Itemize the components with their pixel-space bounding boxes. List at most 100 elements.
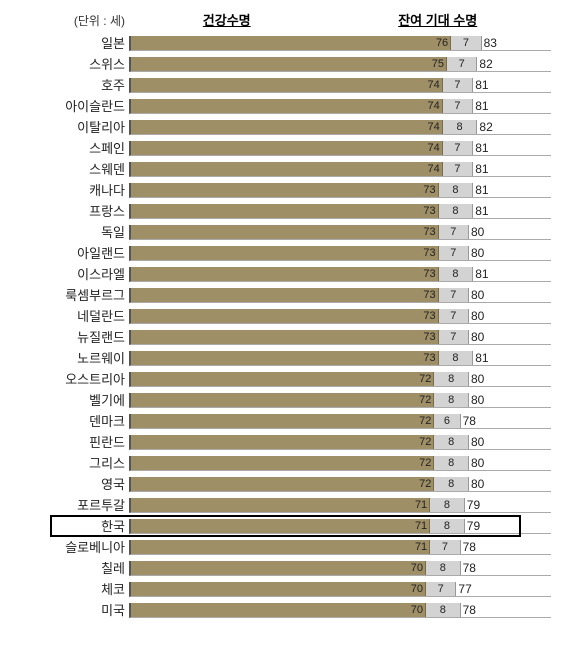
chart-row: 체코70777 (10, 579, 551, 599)
bar-remaining-life: 7 (443, 99, 473, 113)
value-remaining-life: 7 (438, 582, 444, 596)
country-label: 룩셈부르그 (10, 289, 129, 302)
country-label: 이탈리아 (10, 121, 129, 134)
value-remaining-life: 8 (452, 183, 458, 197)
bar-group: 72880 (129, 456, 551, 471)
chart-row: 룩셈부르그73780 (10, 285, 551, 305)
value-total: 78 (463, 603, 476, 617)
value-remaining-life: 8 (448, 477, 454, 491)
value-healthy-life: 74 (428, 78, 440, 92)
country-label: 스웨덴 (10, 163, 129, 176)
value-remaining-life: 8 (448, 456, 454, 470)
country-label: 칠레 (10, 562, 129, 575)
value-remaining-life: 8 (444, 498, 450, 512)
bar-group: 73780 (129, 288, 551, 303)
value-remaining-life: 8 (452, 351, 458, 365)
bar-group: 72 8 80 (129, 393, 551, 408)
bar-healthy-life: 72 (131, 372, 434, 386)
bar-group: 74781 (129, 162, 551, 177)
bar-healthy-life: 71 (131, 540, 430, 554)
value-total: 82 (479, 120, 492, 134)
country-label: 핀란드 (10, 436, 129, 449)
value-total: 81 (475, 99, 488, 113)
value-total: 80 (471, 435, 484, 449)
value-remaining-life: 8 (448, 393, 454, 407)
chart-row: 독일73780 (10, 222, 551, 242)
value-healthy-life: 74 (428, 120, 440, 134)
value-healthy-life: 72 (419, 414, 431, 428)
country-label: 노르웨이 (10, 352, 129, 365)
bar-healthy-life: 71 (131, 498, 430, 512)
value-remaining-life: 8 (440, 603, 446, 617)
chart-row: 프랑스73881 (10, 201, 551, 221)
value-total: 81 (475, 267, 488, 281)
bar-group: 74781 (129, 78, 551, 93)
value-total: 80 (471, 393, 484, 407)
bar-healthy-life: 72 (131, 456, 434, 470)
value-total: 80 (471, 246, 484, 260)
country-label: 체코 (10, 583, 129, 596)
value-total: 78 (463, 561, 476, 575)
bar-remaining-life: 7 (439, 288, 469, 302)
bar-healthy-life: 76 (131, 36, 451, 50)
value-healthy-life: 73 (423, 288, 435, 302)
bar-group: 72880 (129, 477, 551, 492)
chart-row: 벨기에72880 (10, 390, 551, 410)
bar-remaining-life: 7 (439, 330, 469, 344)
bar-remaining-life: 7 (439, 246, 469, 260)
legend: 건강수명 잔여 기대 수명 (129, 10, 551, 29)
chart-row: 그리스72880 (10, 453, 551, 473)
bar-remaining-life: 7 (447, 57, 477, 71)
country-label: 일본 (10, 37, 129, 50)
bar-healthy-life: 73 (131, 330, 439, 344)
bar-remaining-life: 8 (434, 477, 469, 491)
value-remaining-life: 8 (457, 120, 463, 134)
value-remaining-life: 8 (448, 372, 454, 386)
bar-healthy-life: 72 (131, 393, 434, 407)
bar-remaining-life: 8 (434, 372, 469, 386)
value-healthy-life: 71 (415, 519, 427, 533)
value-remaining-life: 7 (450, 225, 456, 239)
country-label: 호주 (10, 79, 129, 92)
value-healthy-life: 72 (419, 372, 431, 386)
country-label: 캐나다 (10, 184, 129, 197)
chart-row: 뉴질랜드73780 (10, 327, 551, 347)
value-healthy-life: 72 (419, 456, 431, 470)
chart-row: 이탈리아 74 8 82 (10, 117, 551, 137)
bar-healthy-life: 73 (131, 204, 439, 218)
country-label: 스위스 (10, 58, 129, 71)
value-total: 83 (484, 36, 497, 50)
value-remaining-life: 7 (454, 141, 460, 155)
bar-remaining-life: 7 (443, 162, 473, 176)
country-label: 슬로베니아 (10, 541, 129, 554)
value-healthy-life: 73 (423, 183, 435, 197)
value-healthy-life: 72 (419, 477, 431, 491)
bar-healthy-life: 74 (131, 99, 443, 113)
value-remaining-life: 7 (454, 99, 460, 113)
value-remaining-life: 7 (442, 540, 448, 554)
bar-remaining-life: 8 (439, 204, 474, 218)
value-healthy-life: 73 (423, 330, 435, 344)
value-healthy-life: 74 (428, 141, 440, 155)
chart-row: 네덜란드73780 (10, 306, 551, 326)
bar-remaining-life: 7 (430, 540, 460, 554)
country-label: 아이슬란드 (10, 100, 129, 113)
value-total: 81 (475, 162, 488, 176)
value-healthy-life: 73 (423, 204, 435, 218)
bar-group: 72880 (129, 435, 551, 450)
bar-remaining-life: 8 (426, 561, 461, 575)
bar-remaining-life: 7 (451, 36, 481, 50)
bar-healthy-life: 73 (131, 225, 439, 239)
bar-group: 74 7 81 (129, 99, 551, 114)
value-remaining-life: 7 (450, 288, 456, 302)
value-total: 81 (475, 183, 488, 197)
bar-group: 76783 (129, 36, 551, 51)
legend-remaining-life: 잔여 기대 수명 (398, 10, 477, 29)
value-remaining-life: 8 (444, 519, 450, 533)
value-healthy-life: 73 (423, 267, 435, 281)
value-remaining-life: 7 (454, 162, 460, 176)
bar-healthy-life: 73 (131, 183, 439, 197)
bar-remaining-life: 8 (439, 183, 474, 197)
chart-header: (단위 : 세) 건강수명 잔여 기대 수명 (10, 10, 551, 29)
bar-remaining-life: 8 (430, 498, 465, 512)
